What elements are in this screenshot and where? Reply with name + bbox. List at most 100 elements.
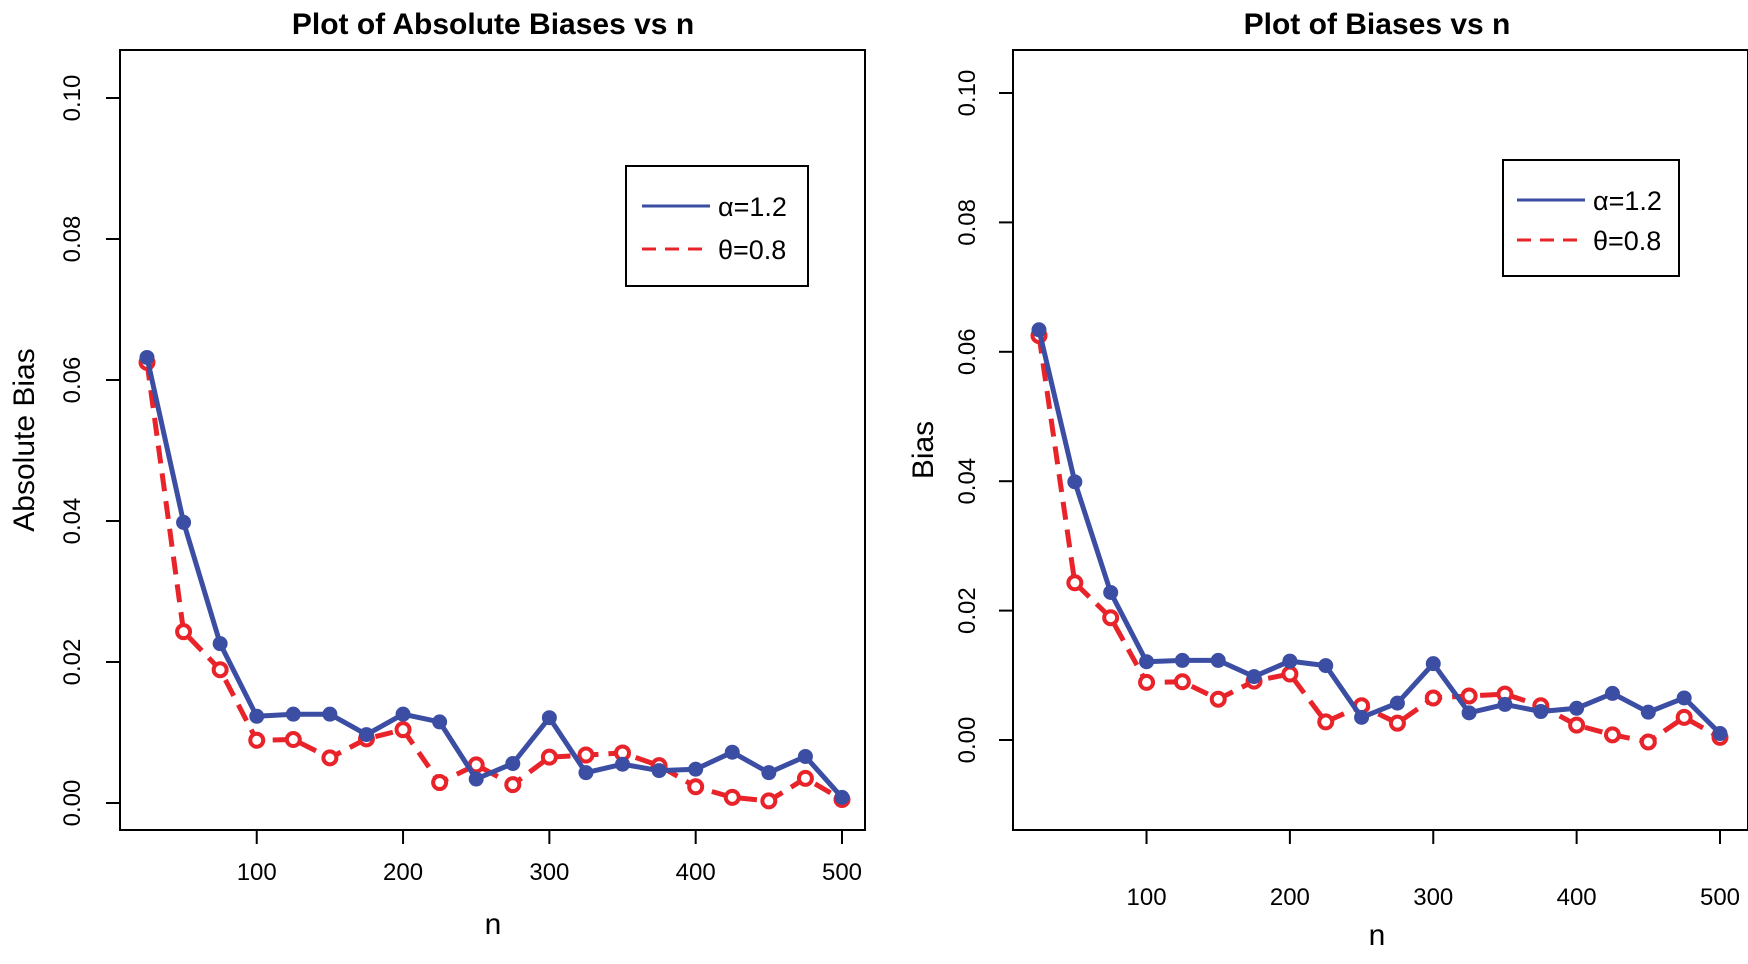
point-theta (1138, 673, 1156, 691)
point-alpha (615, 756, 631, 772)
x-axis-label: n (1369, 919, 1386, 952)
point-alpha (578, 765, 594, 781)
x-tick-label: 400 (676, 859, 716, 886)
legend-box (1502, 159, 1680, 277)
point-alpha (541, 710, 557, 726)
point-alpha (432, 714, 448, 730)
point-alpha (176, 514, 192, 530)
point-theta (1568, 716, 1586, 734)
y-tick-label: 0.08 (954, 199, 981, 246)
y-tick-label: 0.00 (59, 780, 86, 827)
point-alpha (761, 765, 777, 781)
point-alpha (322, 706, 338, 722)
point-theta (796, 769, 814, 787)
point-alpha (285, 706, 301, 722)
chart-title: Plot of Absolute Biases vs n (292, 8, 694, 41)
legend: α=1.2 θ=0.8 (625, 165, 809, 287)
y-tick-label: 0.04 (59, 498, 86, 545)
point-alpha (1318, 658, 1334, 674)
chart-title: Plot of Biases vs n (1244, 8, 1511, 41)
point-alpha (1389, 695, 1405, 711)
point-alpha (834, 789, 850, 805)
y-tick-label: 0.04 (954, 458, 981, 505)
x-tick-label: 500 (1700, 884, 1740, 911)
point-theta (687, 778, 705, 796)
x-axis: 100 200 300 400 500 (1127, 829, 1740, 911)
point-alpha (1031, 322, 1047, 338)
point-alpha (1569, 700, 1585, 716)
point-theta (1317, 713, 1335, 731)
point-theta (1209, 690, 1227, 708)
legend-label-alpha: α=1.2 (1593, 186, 1662, 216)
point-theta (504, 776, 522, 794)
point-alpha (1425, 656, 1441, 672)
point-theta (1102, 609, 1120, 627)
legend-label-theta: θ=0.8 (718, 235, 786, 265)
x-tick-label: 100 (237, 859, 277, 886)
point-theta (540, 748, 558, 766)
y-tick-label: 0.08 (59, 216, 86, 263)
x-tick-label: 400 (1557, 884, 1597, 911)
y-tick-label: 0.10 (59, 75, 86, 122)
point-alpha (139, 349, 155, 365)
x-tick-label: 200 (1270, 884, 1310, 911)
point-theta (1424, 689, 1442, 707)
left-panel-absolute-biases: Plot of Absolute Biases vs n n Absolute … (8, 8, 866, 941)
point-theta (577, 746, 595, 764)
series-layer (1030, 322, 1729, 751)
point-alpha (1103, 584, 1119, 600)
x-tick-label: 300 (529, 859, 569, 886)
y-tick-label: 0.00 (954, 717, 981, 764)
point-alpha (651, 763, 667, 779)
x-tick-label: 100 (1127, 884, 1167, 911)
point-theta (1460, 687, 1478, 705)
point-theta (321, 749, 339, 767)
point-theta (284, 731, 302, 749)
y-tick-label: 0.06 (59, 357, 86, 404)
point-alpha (1604, 685, 1620, 701)
point-alpha (468, 771, 484, 787)
x-axis: 100 200 300 400 500 (237, 829, 862, 886)
point-alpha (212, 636, 228, 652)
y-axis: 0.00 0.02 0.04 0.06 0.08 0.10 (954, 70, 1014, 764)
point-theta (1173, 673, 1191, 691)
point-theta (760, 792, 778, 810)
point-alpha (1354, 709, 1370, 725)
point-alpha (797, 748, 813, 764)
point-theta (1066, 574, 1084, 592)
point-theta (1603, 726, 1621, 744)
y-tick-label: 0.02 (59, 639, 86, 686)
point-theta (1639, 733, 1657, 751)
point-alpha (1067, 474, 1083, 490)
point-alpha (1712, 726, 1728, 742)
x-tick-label: 300 (1413, 884, 1453, 911)
point-theta (1675, 708, 1693, 726)
y-axis: 0.00 0.02 0.04 0.06 0.08 0.10 (59, 75, 121, 827)
x-tick-label: 500 (822, 859, 862, 886)
point-theta (1281, 665, 1299, 683)
y-tick-label: 0.02 (954, 587, 981, 634)
legend-label-alpha: α=1.2 (718, 192, 787, 222)
series-layer (138, 349, 851, 810)
point-alpha (1533, 704, 1549, 720)
point-alpha (249, 708, 265, 724)
point-alpha (1640, 704, 1656, 720)
point-alpha (1461, 705, 1477, 721)
legend-box (625, 165, 809, 287)
y-tick-label: 0.10 (954, 70, 981, 117)
point-theta (723, 788, 741, 806)
x-axis-label: n (485, 908, 502, 941)
legend-label-theta: θ=0.8 (1593, 226, 1661, 256)
point-theta (175, 623, 193, 641)
point-theta (211, 661, 229, 679)
y-axis-label: Bias (907, 421, 940, 479)
legend: α=1.2 θ=0.8 (1502, 159, 1680, 277)
point-alpha (1246, 669, 1262, 685)
point-theta (1388, 714, 1406, 732)
point-alpha (688, 761, 704, 777)
point-alpha (1139, 654, 1155, 670)
right-panel-biases: Plot of Biases vs n n Bias 100 200 300 400 5… (907, 8, 1748, 952)
point-alpha (505, 756, 521, 772)
point-theta (431, 774, 449, 792)
point-alpha (1210, 652, 1226, 668)
